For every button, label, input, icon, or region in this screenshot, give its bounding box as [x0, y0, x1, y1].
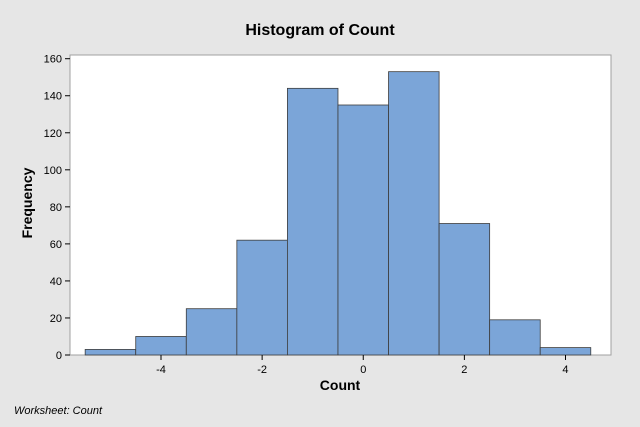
histogram-bar [236, 239, 288, 356]
y-tick-label: 40 [50, 276, 62, 288]
y-tick-label: 160 [44, 54, 62, 66]
histogram-bar [135, 336, 187, 356]
x-tick-label: -2 [257, 364, 267, 376]
y-tick-label: 20 [50, 313, 62, 325]
histogram-bar [84, 349, 137, 356]
histogram-bar [185, 308, 238, 356]
y-tick-label: 60 [50, 239, 62, 251]
x-tick-label: -4 [156, 364, 166, 376]
x-axis-label: Count [320, 377, 361, 393]
x-tick-label: 0 [360, 364, 366, 376]
histogram-bar [287, 87, 339, 356]
y-tick-label: 0 [56, 350, 62, 362]
x-tick-label: 2 [461, 364, 467, 376]
y-tick-label: 80 [50, 202, 62, 214]
histogram-bar [388, 71, 440, 356]
histogram-bar [337, 104, 389, 356]
histogram-bar [539, 347, 592, 356]
y-tick-label: 100 [44, 165, 62, 177]
chart-title: Histogram of Count [245, 22, 395, 39]
histogram-bar [489, 319, 541, 356]
x-tick-label: 4 [562, 364, 568, 376]
y-tick-label: 140 [44, 91, 62, 103]
worksheet-footer: Worksheet: Count [14, 405, 103, 417]
y-axis-label: Frequency [19, 167, 35, 238]
histogram-bar [438, 223, 491, 356]
bars-group [84, 71, 592, 356]
axes-group: 0 20 40 60 80 100 120 140 160 -4 -2 0 2 4 [44, 54, 569, 376]
y-tick-label: 120 [44, 128, 62, 140]
